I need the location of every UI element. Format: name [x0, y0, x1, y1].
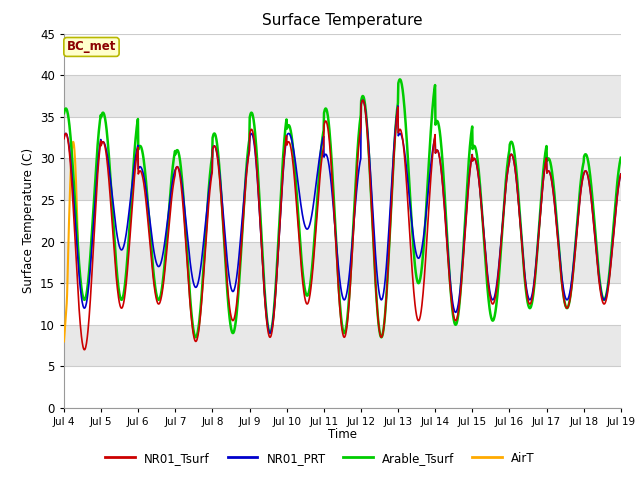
Bar: [64, 241, 621, 283]
Y-axis label: Surface Temperature (C): Surface Temperature (C): [22, 148, 35, 293]
Bar: [64, 283, 621, 325]
Bar: [64, 325, 621, 366]
Bar: [64, 75, 621, 117]
Title: Surface Temperature: Surface Temperature: [262, 13, 422, 28]
Bar: [64, 117, 621, 158]
Bar: [64, 366, 621, 408]
Legend: NR01_Tsurf, NR01_PRT, Arable_Tsurf, AirT: NR01_Tsurf, NR01_PRT, Arable_Tsurf, AirT: [100, 447, 540, 469]
X-axis label: Time: Time: [328, 429, 357, 442]
Bar: [64, 200, 621, 241]
Bar: [64, 158, 621, 200]
Text: BC_met: BC_met: [67, 40, 116, 53]
Bar: [64, 34, 621, 75]
